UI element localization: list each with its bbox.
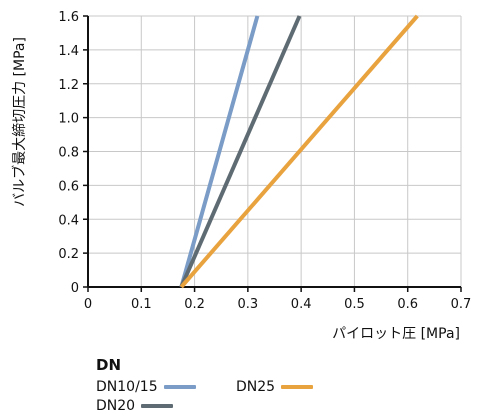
y-tick-label: 0.6	[58, 179, 79, 194]
y-axis-label: バルブ最大締切圧力 [MPa]	[11, 37, 28, 207]
legend: DN DN10/15 DN25 DN20	[96, 356, 336, 415]
legend-title: DN	[96, 356, 122, 374]
x-tick-label: 0.1	[131, 297, 152, 312]
series-lines	[179, 14, 419, 289]
x-tick-label: 0.5	[344, 297, 365, 312]
y-tick-label: 1.4	[58, 44, 79, 59]
y-tick-label: 1.2	[58, 78, 79, 93]
y-tick-label: 1.6	[58, 10, 79, 25]
x-tick-label: 0.6	[397, 297, 418, 312]
legend-label-dn10-15: DN10/15	[96, 378, 158, 395]
grid-lines	[88, 15, 462, 287]
x-tick-label: 0.2	[184, 297, 205, 312]
legend-label-dn25: DN25	[236, 378, 276, 395]
chart-plot: 0 0.1 0.2 0.3 0.4 0.5 0.6 0.7 0 0.2 0.4 0.6 0.8 1.0 1.…	[11, 10, 471, 342]
y-tick-label: 0.8	[58, 146, 79, 161]
x-tick-label: 0.4	[291, 297, 312, 312]
x-tick-label: 0.3	[238, 297, 259, 312]
x-axis-label: パイロット圧 [MPa]	[332, 326, 460, 342]
series-line-dn25	[179, 14, 419, 289]
y-tick-label: 0.4	[58, 213, 79, 228]
y-tick-label: 1.0	[58, 112, 79, 127]
y-tick-label: 0	[71, 281, 79, 296]
tick-labels: 0 0.1 0.2 0.3 0.4 0.5 0.6 0.7 0 0.2 0.4 0.6 0.8 1.0 1.…	[58, 10, 471, 312]
x-tick-label: 0	[84, 297, 92, 312]
legend-label-dn20: DN20	[96, 397, 136, 414]
legend-item-dn10-15: DN10/15	[96, 377, 236, 396]
legend-item-dn20: DN20	[96, 396, 236, 415]
axes	[83, 15, 462, 292]
series-line-dn20	[179, 15, 302, 288]
y-tick-label: 0.2	[58, 247, 79, 262]
legend-item-dn25: DN25	[236, 377, 336, 396]
series-line-dn10-15	[179, 15, 260, 288]
x-tick-label: 0.7	[451, 297, 472, 312]
legend-swatch-dn20	[141, 403, 174, 408]
legend-swatch-dn25	[281, 384, 314, 389]
legend-empty-cell	[236, 396, 336, 415]
legend-swatch-dn10-15	[163, 384, 196, 389]
